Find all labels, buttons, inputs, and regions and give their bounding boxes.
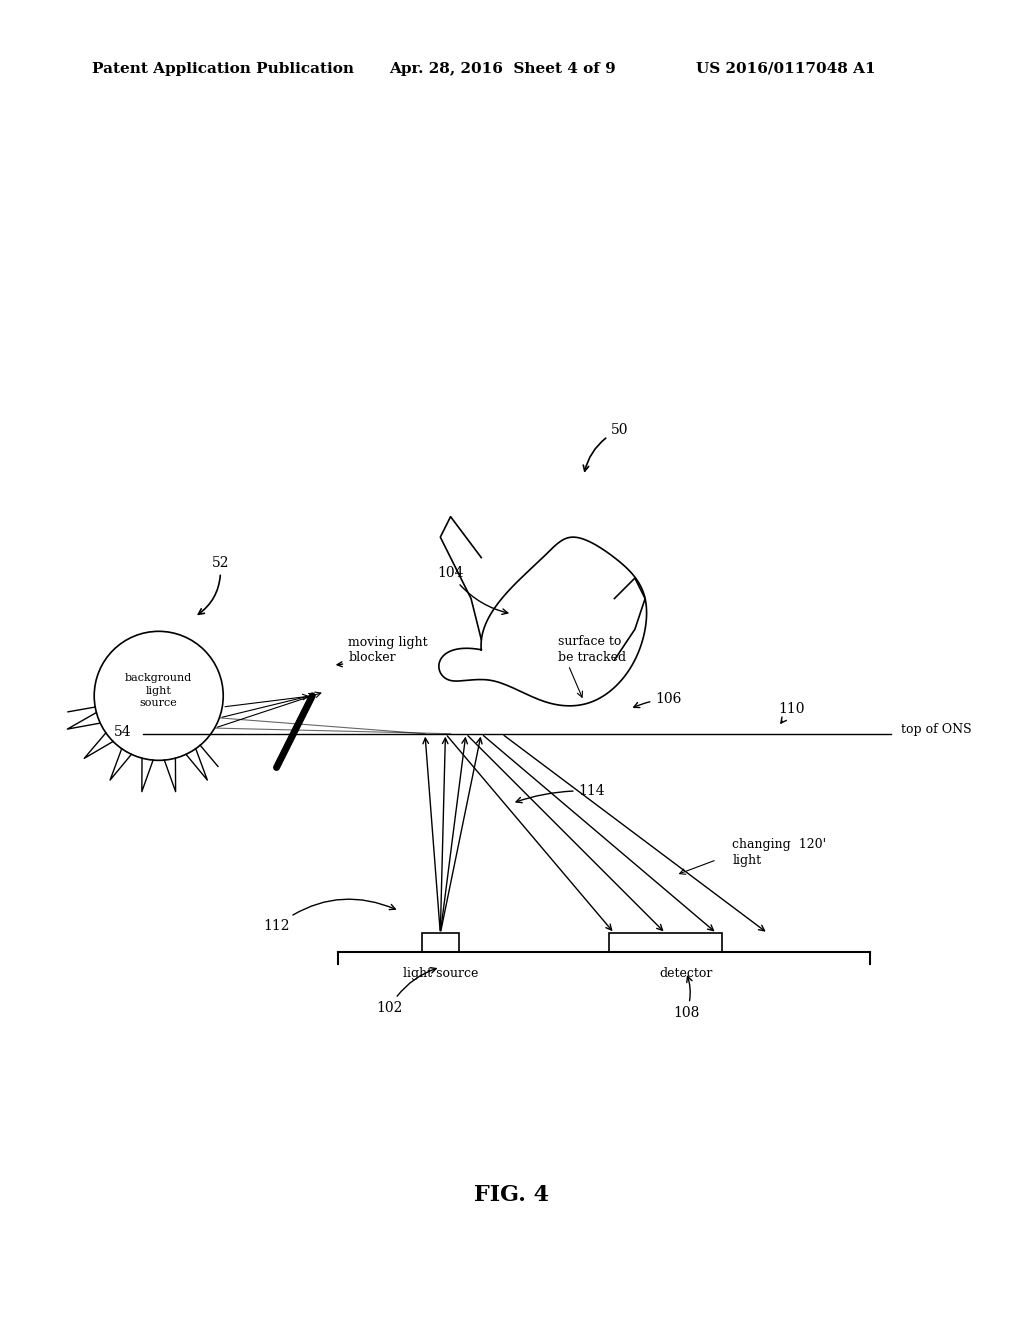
Text: top of ONS: top of ONS [901, 723, 972, 737]
Text: background
light
source: background light source [125, 673, 193, 708]
Text: 108: 108 [673, 977, 699, 1020]
Text: light source: light source [402, 968, 478, 981]
Text: 52: 52 [199, 556, 229, 614]
Text: US 2016/0117048 A1: US 2016/0117048 A1 [696, 62, 876, 75]
Text: 104: 104 [437, 566, 508, 614]
Text: moving light
blocker: moving light blocker [337, 636, 428, 667]
Text: FIG. 4: FIG. 4 [474, 1184, 550, 1206]
Text: 114: 114 [516, 784, 605, 803]
Text: 50: 50 [584, 422, 629, 471]
Bar [609, 933, 722, 952]
Text: 110: 110 [778, 702, 805, 723]
Text: 112: 112 [263, 899, 395, 933]
Text: Patent Application Publication: Patent Application Publication [92, 62, 354, 75]
Text: detector: detector [659, 968, 713, 981]
Text: changing  120'
light: changing 120' light [732, 838, 826, 867]
Text: 106: 106 [634, 692, 682, 708]
Bar [422, 933, 459, 952]
Text: Apr. 28, 2016  Sheet 4 of 9: Apr. 28, 2016 Sheet 4 of 9 [389, 62, 615, 75]
Text: 54: 54 [114, 725, 131, 739]
Text: surface to
be tracked: surface to be tracked [558, 635, 627, 664]
Text: 102: 102 [376, 968, 436, 1015]
